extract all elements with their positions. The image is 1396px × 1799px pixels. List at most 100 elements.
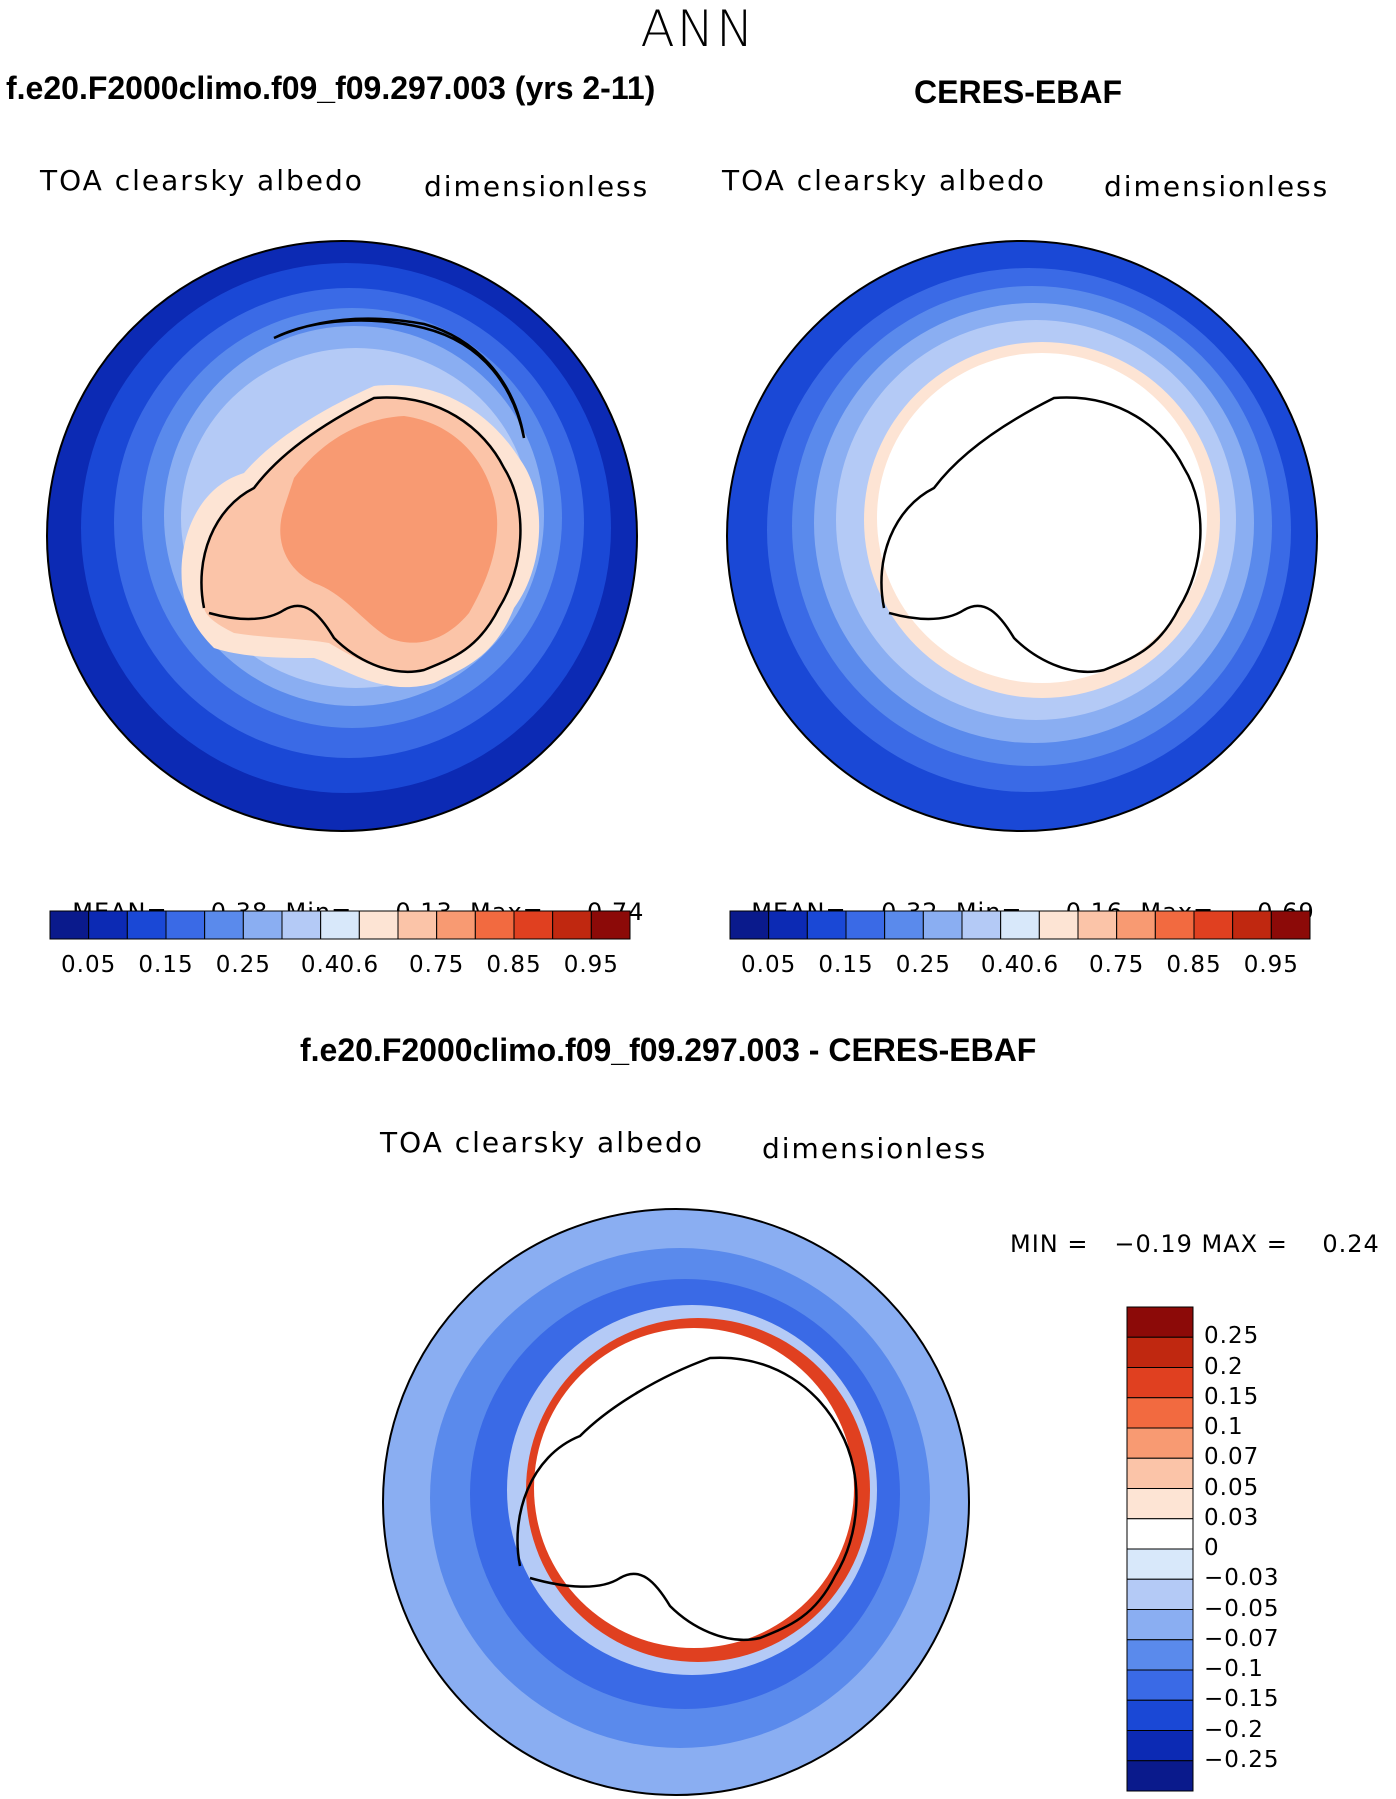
colorbar-swatch [242,910,283,940]
colorbar-tick-label: 0.75 [1089,952,1145,978]
antarctica-coastline [516,1356,858,1642]
colorbar-swatch [165,910,206,940]
antarctica-plateau [280,416,498,643]
colorbar-swatch [1126,1669,1194,1701]
colorbar-swatch [88,910,128,940]
diff-units: dimensionless [762,1132,988,1165]
colorbar-swatch [1000,910,1040,940]
colorbar-swatch [1126,1578,1194,1610]
colorbar-tick-label: −0.03 [1204,1565,1280,1592]
colorbar-swatch [845,910,886,940]
colorbar-swatch [768,910,808,940]
colorbar-tick-label: 0.95 [1243,952,1299,978]
colorbar-tick-label: 0.1 [1204,1414,1244,1440]
map-model-albedo [46,240,638,832]
colorbar-right [729,910,1311,940]
colorbar-diff-ticks: 0.25 0.2 0.15 0.1 0.07 0.05 0.03 0 −0.03 −0.05 −0.… [1204,1306,1324,1792]
colorbar-swatch [806,910,847,940]
colorbar-tick-label: 0.25 [215,952,271,978]
colorbar-tick-label: 0.85 [1166,952,1222,978]
colorbar-tick-label: 0.85 [486,952,542,978]
colorbar-tick-label: −0.07 [1204,1625,1280,1652]
colorbar-swatch [1126,1397,1194,1429]
colorbar-tick-label: 0.75 [409,952,465,978]
colorbar-swatch [1126,1488,1194,1520]
diff-missing-region [534,1328,854,1648]
colorbar-swatch [1126,1336,1194,1368]
colorbar-swatch [884,910,924,940]
antarctica-coastline [200,396,522,674]
colorbar-swatch [204,910,244,940]
colorbar-left-ticks: 0.05 0.15 0.25 0.4 0.6 0.75 0.85 0.95 [50,952,630,982]
colorbar-tick-label: 0.05 [1204,1474,1260,1501]
colorbar-swatch [552,910,592,940]
colorbar-swatch [1126,1457,1194,1489]
colorbar-swatch [1126,1427,1194,1459]
colorbar-swatch [320,910,360,940]
colorbar-tick-label: −0.2 [1204,1716,1264,1743]
colorbar-tick-label: 0.95 [563,952,619,978]
colorbar-tick-label: −0.05 [1204,1595,1280,1622]
map-border [46,240,638,832]
colorbar-tick-label: −0.25 [1204,1746,1280,1773]
map-difference [382,1208,970,1796]
colorbar-tick-label: 0.4 [980,952,1021,978]
diff-minmax: MIN = −0.19 MAX = 0.24 [1010,1230,1380,1258]
map-border [726,240,1318,832]
colorbar-tick-label: −0.15 [1204,1686,1280,1713]
colorbar-swatch [1126,1730,1194,1762]
colorbar-tick-label: 0.25 [895,952,951,978]
colorbar-swatch [281,910,322,940]
colorbar-swatch [729,910,770,940]
colorbar-swatch [1116,910,1156,940]
colorbar-swatch [1193,910,1234,940]
colorbar-swatch [1126,1760,1194,1792]
figure-title: ANN [640,0,756,58]
colorbar-tick-label: 0.6 [339,952,380,978]
colorbar-swatch [1126,1306,1194,1338]
colorbar-swatch [1126,1518,1194,1550]
colorbar-tick-label: 0.4 [300,952,341,978]
colorbar-tick-label: 0 [1204,1535,1220,1561]
colorbar-tick-label: 0.25 [1204,1323,1260,1350]
colorbar-left [49,910,631,940]
colorbar-swatch [1270,910,1311,940]
missing-data-region [877,353,1207,683]
panel-right-heading: CERES-EBAF [914,74,1123,110]
colorbar-tick-label: 0.03 [1204,1504,1260,1531]
panel-left-variable: TOA clearsky albedo [40,164,364,197]
colorbar-right-ticks: 0.05 0.15 0.25 0.4 0.6 0.75 0.85 0.95 [730,952,1310,982]
diff-heading: f.e20.F2000climo.f09_f09.297.003 - CERES… [300,1032,1037,1068]
colorbar-swatch [397,910,438,940]
colorbar-swatch [1126,1639,1194,1671]
colorbar-swatch [474,910,515,940]
panel-left-units: dimensionless [424,170,650,203]
colorbar-swatch [358,910,399,940]
colorbar-diff [1126,1306,1194,1792]
colorbar-tick-label: 0.07 [1204,1444,1260,1471]
colorbar-swatch [126,910,167,940]
colorbar-swatch [922,910,963,940]
panel-right-units: dimensionless [1104,170,1330,203]
colorbar-tick-label: −0.1 [1204,1656,1264,1682]
colorbar-tick-label: 0.05 [741,952,797,978]
colorbar-tick-label: 0.15 [1204,1383,1260,1410]
colorbar-tick-label: 0.15 [818,952,874,978]
colorbar-tick-label: 0.05 [61,952,117,978]
colorbar-swatch [49,910,90,940]
map-border [382,1208,970,1796]
colorbar-tick-label: 0.6 [1019,952,1060,978]
colorbar-swatch [1126,1367,1194,1399]
colorbar-swatch [1077,910,1118,940]
colorbar-swatch [436,910,476,940]
colorbar-swatch [961,910,1002,940]
panel-right-variable: TOA clearsky albedo [722,164,1046,197]
map-obs-albedo [726,240,1318,832]
colorbar-swatch [1126,1699,1194,1731]
colorbar-swatch [1038,910,1079,940]
colorbar-swatch [1232,910,1272,940]
colorbar-tick-label: 0.15 [138,952,194,978]
colorbar-swatch [1154,910,1195,940]
antarctica-coastline [880,396,1202,674]
colorbar-swatch [1126,1548,1194,1580]
